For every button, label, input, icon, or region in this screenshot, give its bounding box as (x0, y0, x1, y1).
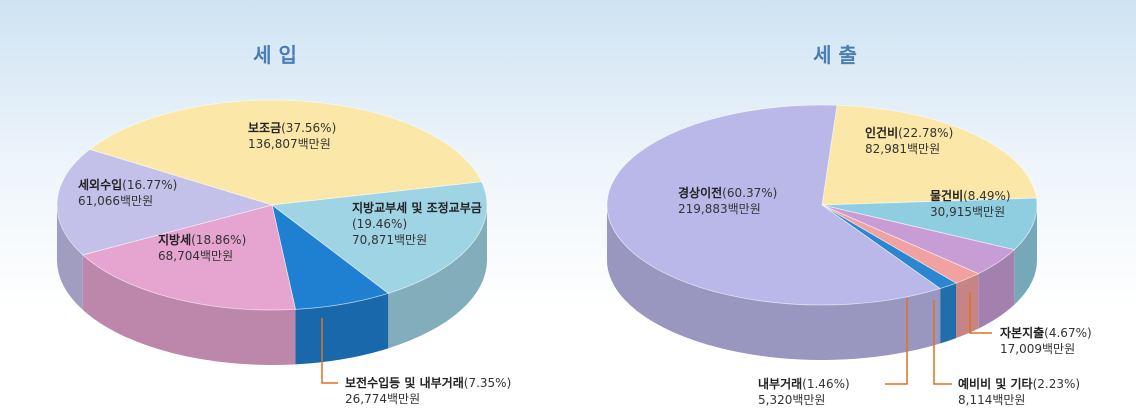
slice (270, 181, 488, 294)
value-label: (22.78%) (898, 126, 954, 140)
leader-line (969, 292, 992, 334)
chart-title: 세 입 (253, 43, 297, 67)
slice (271, 204, 390, 310)
amount: 70,871백만원 (352, 233, 428, 247)
amount: 5,320백만원 (758, 393, 826, 407)
slice-side (940, 283, 957, 344)
slice-side (607, 205, 941, 360)
value-label: (19.46%) (352, 217, 408, 231)
category: 인건비 (865, 126, 899, 140)
pie (606, 104, 1038, 360)
slice-label: 내부거래(1.46%) 5,320백만원 (758, 376, 883, 408)
slice-side (82, 254, 296, 365)
amount: 26,774백만원 (345, 392, 421, 406)
category: 내부거래 (758, 377, 803, 391)
pies (56, 99, 1038, 365)
value-label: (37.56%) (281, 121, 337, 135)
amount: 8,114백만원 (958, 393, 1026, 407)
amount: 68,704백만원 (158, 249, 234, 263)
label-line: 예비비 및 기타(2.23%) (958, 376, 1128, 392)
slice-side (956, 273, 979, 339)
amount: 61,066백만원 (78, 194, 154, 208)
slice-label: 물건비(8.49%) 30,915백만원 (930, 188, 1040, 220)
category: 보전수입등 및 내부거래 (345, 376, 464, 390)
leader-lines (321, 292, 992, 385)
slice-label: 지방세(18.86%) 68,704백만원 (158, 232, 288, 264)
slice-label: 보전수입등 및 내부거래(7.35%) 26,774백만원 (345, 375, 605, 407)
category: 경상이전 (678, 186, 723, 200)
label-line: 자본지출(4.67%) (1000, 325, 1130, 341)
slice-label: 지방교부세 및 조정교부금 (19.46%) 70,871백만원 (352, 200, 492, 248)
slice (56, 148, 274, 256)
label-line: 인건비(22.78%) (865, 125, 985, 141)
label-line: 보조금(37.56%) (248, 120, 408, 136)
slice-side (1014, 205, 1037, 305)
label-line: 경상이전(60.37%) (678, 185, 798, 201)
pie (56, 99, 488, 365)
category: 예비비 및 기타 (958, 377, 1033, 391)
slice-side (295, 293, 389, 365)
value-label: (60.37%) (722, 186, 778, 200)
value-label: (7.35%) (463, 376, 512, 390)
value-label: (18.86%) (191, 233, 247, 247)
value-label: (1.46%) (802, 377, 850, 391)
category: 보조금 (248, 121, 282, 135)
label-line: 지방세(18.86%) (158, 232, 288, 248)
slice-label: 예비비 및 기타(2.23%) 8,114백만원 (958, 376, 1128, 408)
slice-label: 경상이전(60.37%) 219,883백만원 (678, 185, 798, 217)
slice-label: 보조금(37.56%) 136,807백만원 (248, 120, 408, 152)
slice-side (978, 249, 1015, 329)
slice-label: 인건비(22.78%) 82,981백만원 (865, 125, 985, 157)
category: 자본지출 (1000, 326, 1045, 340)
slice (821, 104, 1037, 206)
leader-line (933, 300, 952, 385)
slice (82, 204, 296, 311)
slice (821, 197, 1038, 251)
slice-label: 세외수입(16.77%) 61,066백만원 (78, 177, 208, 209)
category: 지방세 (158, 233, 192, 247)
label-line: 물건비(8.49%) (930, 188, 1040, 204)
leader-line (885, 298, 908, 385)
slice-side (388, 205, 487, 349)
chart-title: 세 출 (813, 43, 857, 67)
category: 물건비 (930, 189, 964, 203)
slice (606, 104, 942, 306)
value-label: (2.23%) (1032, 377, 1081, 391)
label-line: 지방교부세 및 조정교부금 (19.46%) (352, 200, 492, 232)
value-label: (16.77%) (122, 178, 178, 192)
leader-line (321, 318, 338, 384)
category: 세외수입 (78, 178, 123, 192)
amount: 82,981백만원 (865, 142, 941, 156)
label-line: 보전수입등 및 내부거래(7.35%) (345, 375, 605, 391)
value-label: (8.49%) (963, 189, 1011, 203)
amount: 17,009백만원 (1000, 342, 1076, 356)
slice (88, 99, 483, 206)
label-line: 세외수입(16.77%) (78, 177, 208, 193)
amount: 30,915백만원 (930, 205, 1006, 219)
category: 지방교부세 및 조정교부금 (352, 201, 482, 215)
amount: 219,883백만원 (678, 202, 761, 216)
value-label: (4.67%) (1044, 326, 1092, 340)
amount: 136,807백만원 (248, 137, 331, 151)
label-line: 내부거래(1.46%) (758, 376, 883, 392)
slice-label: 자본지출(4.67%) 17,009백만원 (1000, 325, 1130, 357)
